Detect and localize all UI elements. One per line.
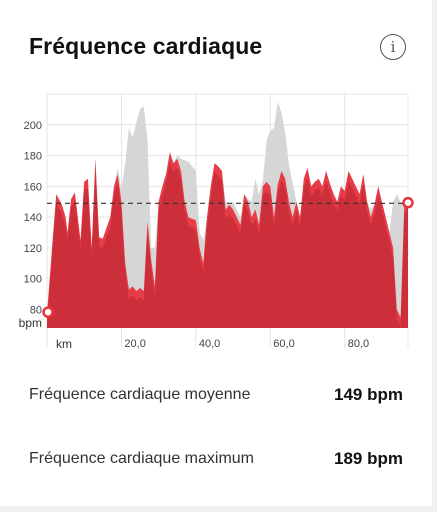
card-title: Fréquence cardiaque [29,33,263,59]
y-tick-label: 200 [24,120,42,132]
x-unit-label: km [56,337,72,351]
y-tick-label: 140 [24,212,42,224]
max-hr-value: 189 bpm [334,449,403,468]
y-tick-label: 120 [24,243,42,255]
info-icon[interactable]: i [380,34,406,60]
max-hr-label: Fréquence cardiaque maximum [29,450,254,467]
y-tick-label: 180 [24,151,42,163]
start-marker [42,306,54,318]
x-tick-label: 40,0 [199,338,220,350]
end-marker [402,196,414,209]
average-hr-value: 149 bpm [334,385,403,404]
average-hr-label: Fréquence cardiaque moyenne [29,386,251,403]
info-glyph: i [390,38,396,56]
y-tick-label: 80 [30,305,42,317]
heart-rate-card: Fréquence cardiaque i 80 100 120 140 160 180 2… [0,0,432,506]
y-tick-label: 100 [24,274,42,286]
x-tick-label: 60,0 [273,338,294,350]
y-unit-label: bpm [19,316,42,330]
y-tick-label: 160 [24,181,42,193]
x-tick-label: 20,0 [124,338,145,350]
x-tick-label: 80,0 [348,338,369,350]
